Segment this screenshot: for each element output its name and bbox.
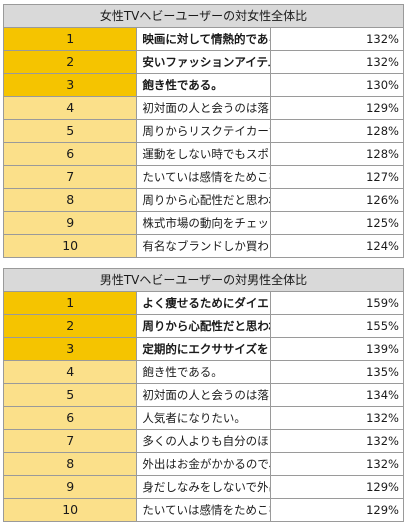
table-row: 9身だしなみをしないで外出することはしない。129%	[2, 475, 405, 499]
percent-cell: 132%	[269, 429, 405, 453]
table-body: 1映画に対して情熱的である。132%2安いファッションアイテムを、より高いものと…	[2, 27, 405, 258]
table-row: 9株式市場の動向をチェックするのが好きだ。125%	[2, 211, 405, 235]
rank-cell: 2	[2, 50, 138, 74]
item-cell: 身だしなみをしないで外出することはしない。	[136, 475, 271, 499]
table-title: 女性TVヘビーユーザーの対女性全体比	[3, 4, 404, 28]
table-row: 4 飽き性である。 135%	[2, 360, 405, 384]
table-row: 7たいていは感情をためこむほうだ。127%	[2, 165, 405, 189]
percent-cell: 129%	[269, 498, 405, 522]
rank-cell: 7	[2, 429, 138, 453]
item-cell: 初対面の人と会うのは落ち着かない。	[136, 96, 271, 120]
item-cell: 人気者になりたい。	[136, 406, 271, 430]
rank-cell: 4	[2, 360, 138, 384]
table-row: 5初対面の人と会うのは落ち着かない。134%	[2, 383, 405, 407]
rank-cell: 3	[2, 337, 138, 361]
female-ranking-table: 女性TVヘビーユーザーの対女性全体比 1映画に対して情熱的である。132%2安い…	[2, 4, 405, 258]
table-row: 3定期的にエクササイズをしている。139%	[2, 337, 405, 361]
rank-cell: 8	[2, 452, 138, 476]
item-cell: たいていは感情をためこむほうだ。	[136, 498, 271, 522]
percent-cell: 126%	[269, 188, 405, 212]
percent-cell: 130%	[269, 73, 405, 97]
rank-cell: 6	[2, 142, 138, 166]
rank-cell: 3	[2, 73, 138, 97]
table-row: 6運動をしない時でもスポーツウェアを着用している。128%	[2, 142, 405, 166]
item-cell: 有名なブランドしか買わない	[136, 234, 271, 258]
table-body: 1よく痩せるためにダイエットをする。159%2周りから心配性だと思われている。1…	[2, 291, 405, 522]
item-cell: 初対面の人と会うのは落ち着かない。	[136, 383, 271, 407]
item-cell: 多くの人よりも自分のほうが能力を持っている。	[136, 429, 271, 453]
item-cell: よく痩せるためにダイエットをする。	[136, 291, 271, 315]
table-row: 1映画に対して情熱的である。132%	[2, 27, 405, 51]
percent-cell: 135%	[269, 360, 405, 384]
rank-cell: 9	[2, 475, 138, 499]
percent-cell: 132%	[269, 50, 405, 74]
rank-cell: 5	[2, 119, 138, 143]
percent-cell: 129%	[269, 96, 405, 120]
item-cell: たいていは感情をためこむほうだ。	[136, 165, 271, 189]
item-cell: 株式市場の動向をチェックするのが好きだ。	[136, 211, 271, 235]
percent-cell: 124%	[269, 234, 405, 258]
item-cell: 映画に対して情熱的である。	[136, 27, 271, 51]
rank-cell: 9	[2, 211, 138, 235]
item-cell: 周りからリスクテイカーだと思われている。	[136, 119, 271, 143]
percent-cell: 132%	[269, 406, 405, 430]
percent-cell: 134%	[269, 383, 405, 407]
percent-cell: 125%	[269, 211, 405, 235]
percent-cell: 155%	[269, 314, 405, 338]
item-cell: 運動をしない時でもスポーツウェアを着用している。	[136, 142, 271, 166]
rank-cell: 6	[2, 406, 138, 430]
rank-cell: 10	[2, 234, 138, 258]
rank-cell: 1	[2, 291, 138, 315]
item-cell: 安いファッションアイテムを、より高いものと混ぜて着る。	[136, 50, 271, 74]
table-title: 男性TVヘビーユーザーの対男性全体比	[3, 268, 404, 292]
table-row: 5周りからリスクテイカーだと思われている。128%	[2, 119, 405, 143]
rank-cell: 10	[2, 498, 138, 522]
male-ranking-table: 男性TVヘビーユーザーの対男性全体比 1よく痩せるためにダイエットをする。159…	[2, 268, 405, 522]
percent-cell: 159%	[269, 291, 405, 315]
table-row: 2周りから心配性だと思われている。155%	[2, 314, 405, 338]
percent-cell: 132%	[269, 27, 405, 51]
table-row: 1よく痩せるためにダイエットをする。159%	[2, 291, 405, 315]
table-row: 8周りから心配性だと思われている。126%	[2, 188, 405, 212]
percent-cell: 128%	[269, 119, 405, 143]
rank-cell: 5	[2, 383, 138, 407]
item-cell: 周りから心配性だと思われている。	[136, 314, 271, 338]
table-row: 10有名なブランドしか買わない124%	[2, 234, 405, 258]
table-row: 3 飽き性である。 130%	[2, 73, 405, 97]
percent-cell: 127%	[269, 165, 405, 189]
percent-cell: 139%	[269, 337, 405, 361]
table-row: 10たいていは感情をためこむほうだ。129%	[2, 498, 405, 522]
percent-cell: 128%	[269, 142, 405, 166]
percent-cell: 132%	[269, 452, 405, 476]
table-row: 6 人気者になりたい。 132%	[2, 406, 405, 430]
percent-cell: 129%	[269, 475, 405, 499]
table-row: 2安いファッションアイテムを、より高いものと混ぜて着る。132%	[2, 50, 405, 74]
item-cell: 外出はお金がかかるので、インドアにシフトしている。	[136, 452, 271, 476]
item-cell: 定期的にエクササイズをしている。	[136, 337, 271, 361]
item-cell: 飽き性である。	[136, 360, 271, 384]
table-row: 7多くの人よりも自分のほうが能力を持っている。132%	[2, 429, 405, 453]
table-row: 4初対面の人と会うのは落ち着かない。129%	[2, 96, 405, 120]
rank-cell: 2	[2, 314, 138, 338]
item-cell: 飽き性である。	[136, 73, 271, 97]
rank-cell: 4	[2, 96, 138, 120]
rank-cell: 1	[2, 27, 138, 51]
rank-cell: 8	[2, 188, 138, 212]
item-cell: 周りから心配性だと思われている。	[136, 188, 271, 212]
rank-cell: 7	[2, 165, 138, 189]
